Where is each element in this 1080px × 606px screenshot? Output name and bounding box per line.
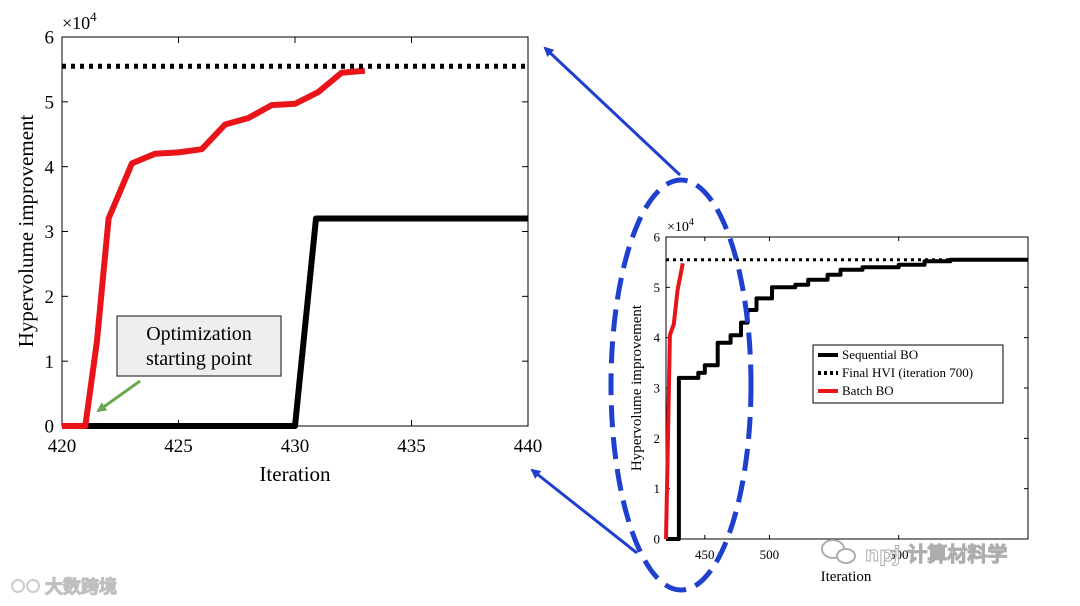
zoom-arrow-bottom bbox=[530, 468, 638, 555]
inset-ytick-label: 2 bbox=[654, 431, 661, 446]
main-ytick-label: 2 bbox=[45, 287, 55, 308]
main-exponent: ×104 bbox=[62, 9, 97, 33]
main-xtick-label: 425 bbox=[164, 436, 193, 457]
watermark-left-text: 大数跨境 bbox=[45, 576, 117, 598]
main-xtick-label: 435 bbox=[397, 436, 426, 457]
main-ytick-label: 6 bbox=[45, 28, 55, 49]
main-ytick-label: 1 bbox=[45, 352, 55, 373]
watermark-left-icon bbox=[11, 579, 40, 593]
inset-xtick-label: 500 bbox=[760, 547, 780, 562]
legend-label-batch: Batch BO bbox=[842, 383, 894, 398]
main-chart: 0 1 2 3 4 5 6 420 425 430 435 440 Hypervolume impr… bbox=[14, 9, 542, 486]
legend-label-sequential: Sequential BO bbox=[842, 347, 918, 362]
main-ytick-label: 4 bbox=[45, 157, 55, 178]
zoom-arrow-top bbox=[543, 46, 682, 177]
watermark-left: 大数跨境 bbox=[11, 576, 118, 599]
main-xlabel: Iteration bbox=[259, 462, 331, 486]
main-xtick-label: 430 bbox=[281, 436, 310, 457]
annotation-line2: starting point bbox=[146, 348, 253, 370]
inset-xtick-label: 450 bbox=[695, 547, 715, 562]
annotation-arrow bbox=[96, 379, 141, 413]
annotation-box bbox=[116, 315, 282, 377]
main-ylabel: Hypervolume improvement bbox=[14, 114, 38, 347]
watermark-right-text: npj 计算材料学 bbox=[865, 542, 1007, 566]
annotation-line1: Optimization bbox=[146, 323, 252, 345]
inset-ylabel: Hypervolume improvement bbox=[629, 304, 645, 471]
main-ytick-label: 0 bbox=[45, 417, 55, 438]
main-series-batch bbox=[62, 67, 366, 429]
inset-chart: 0 1 2 3 4 5 6 450 500 600 Hypervolume improvemen… bbox=[629, 217, 1029, 585]
main-ytick-label: 5 bbox=[45, 92, 55, 113]
inset-xtick-label: 600 bbox=[889, 547, 909, 562]
wechat-icon bbox=[821, 539, 856, 564]
watermark-right: npj 计算材料学 bbox=[821, 539, 1008, 567]
main-ytick-label: 3 bbox=[45, 222, 55, 243]
main-xtick-label: 420 bbox=[48, 436, 77, 457]
inset-ytick-label: 0 bbox=[654, 532, 661, 547]
main-series-sequential bbox=[62, 215, 528, 429]
inset-ytick-label: 4 bbox=[654, 330, 661, 345]
inset-legend: Sequential BO Final HVI (iteration 700) … bbox=[812, 344, 1004, 404]
inset-ytick-label: 3 bbox=[654, 381, 661, 396]
legend-box bbox=[812, 344, 1004, 404]
main-xtick-label: 440 bbox=[514, 436, 543, 457]
inset-series-batch-bo bbox=[664, 262, 685, 540]
legend-label-final: Final HVI (iteration 700) bbox=[842, 365, 973, 380]
inset-exponent: ×104 bbox=[667, 217, 694, 235]
inset-xlabel: Iteration bbox=[821, 569, 872, 585]
zoom-region-ellipse bbox=[608, 177, 754, 593]
inset-series-sequential-bo bbox=[666, 257, 1028, 541]
inset-ytick-label: 5 bbox=[654, 280, 661, 295]
inset-ytick-label: 1 bbox=[654, 481, 661, 496]
inset-ytick-label: 6 bbox=[654, 230, 661, 245]
